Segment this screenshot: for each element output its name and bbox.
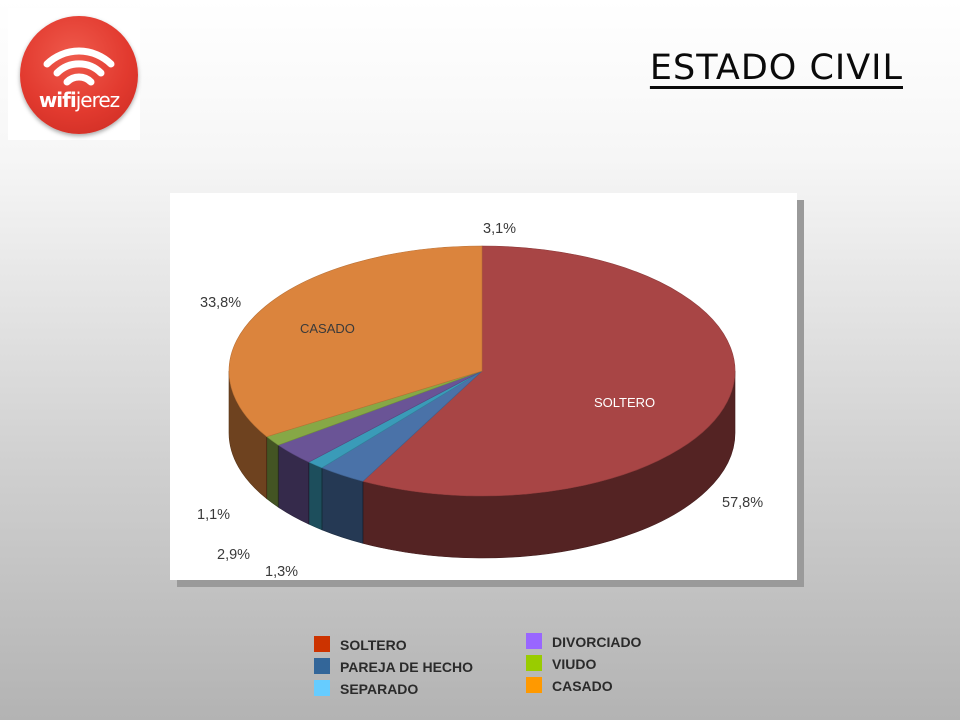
legend-swatch: [526, 677, 542, 693]
legend-label: SEPARADO: [340, 681, 419, 697]
legend-swatch: [314, 636, 330, 652]
pie-side-viudo: [266, 436, 279, 508]
pie-side-separado: [308, 461, 323, 531]
data-label-viudo: 1,3%: [265, 564, 298, 580]
data-labels: 57,8% 3,1% 1,1% 2,9% 1,3% 33,8%: [197, 221, 763, 580]
logo-text-light: jerez: [75, 88, 120, 112]
data-label-soltero: 57,8%: [722, 495, 763, 511]
page-title: ESTADO CIVIL: [649, 48, 903, 88]
pie-chart: 57,8% 3,1% 1,1% 2,9% 1,3% 33,8% SOLTERO CASADO: [197, 221, 763, 580]
pie-slice-soltero: [362, 245, 736, 497]
legend-swatch: [526, 655, 542, 671]
slice-label-soltero: SOLTERO: [594, 395, 655, 410]
legend-label: VIUDO: [552, 656, 597, 672]
legend-swatch: [314, 680, 330, 696]
logo-text: wifijerez: [20, 88, 138, 112]
legend-label: CASADO: [552, 678, 613, 694]
pie-sides: [228, 370, 736, 559]
wifi-icon: [43, 47, 115, 86]
pie-slice-casado: [228, 245, 483, 437]
pie-slices: [228, 245, 736, 497]
legend-swatch: [314, 658, 330, 674]
slice-label-casado: CASADO: [300, 321, 355, 336]
legend-label: SOLTERO: [340, 637, 407, 653]
legend-label: DIVORCIADO: [552, 634, 642, 650]
wifi-logo-badge: wifijerez: [20, 16, 138, 134]
logo-text-bold: wifi: [38, 88, 77, 112]
data-label-pareja-de-hecho: 3,1%: [483, 221, 516, 237]
legend-label: PAREJA DE HECHO: [340, 659, 474, 675]
data-label-divorciado: 2,9%: [217, 547, 250, 563]
data-label-casado: 33,8%: [200, 295, 241, 311]
legend-swatch: [526, 633, 542, 649]
logo: wifijerez: [8, 8, 140, 140]
chart-panel: 57,8% 3,1% 1,1% 2,9% 1,3% 33,8% SOLTERO CASADO: [170, 193, 797, 580]
chart-legend: SOLTERO PAREJA DE HECHO SEPARADO DIVORCIADO…: [314, 633, 674, 702]
data-label-separado: 1,1%: [197, 507, 230, 523]
